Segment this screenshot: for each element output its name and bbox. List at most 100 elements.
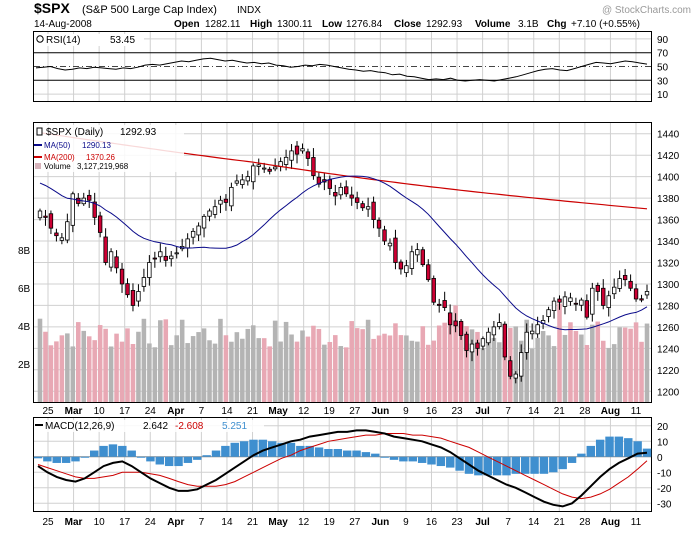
x-tick-label: 28 xyxy=(579,517,591,528)
macd-histogram-bar xyxy=(61,456,71,463)
volume-bar xyxy=(611,344,617,402)
candle-legend-icon xyxy=(36,127,43,136)
macd-histogram-bar xyxy=(427,456,436,465)
volume-bar xyxy=(322,344,327,402)
candle-body xyxy=(612,286,617,295)
candle-body xyxy=(207,210,212,217)
candle-body xyxy=(103,236,108,263)
candle-body xyxy=(415,249,420,256)
price-y-tick: 1300 xyxy=(657,280,680,291)
price-y-tick: 1440 xyxy=(657,130,680,141)
ma50-legend-label: MA(50) xyxy=(44,141,71,150)
candle-body xyxy=(644,291,650,296)
volume-bar xyxy=(644,323,650,402)
candle-body xyxy=(338,186,343,196)
macd-y-tick: -10 xyxy=(657,468,672,479)
candle-body xyxy=(557,298,562,303)
volume-legend-value: 3,127,219,968 xyxy=(77,162,129,171)
candle-body xyxy=(130,290,136,306)
macd-histogram-bar xyxy=(624,438,633,457)
candle-body xyxy=(508,360,513,377)
macd-panel-frame xyxy=(33,417,652,512)
x-tick-label: 11 xyxy=(631,406,642,417)
volume-bar xyxy=(267,346,272,402)
candle-body xyxy=(354,197,360,203)
price-y-tick: 1400 xyxy=(657,173,680,184)
candle-body xyxy=(382,229,387,242)
x-tick-label: Jul xyxy=(475,517,490,528)
candle-body xyxy=(218,199,223,205)
macd-histogram-bar xyxy=(314,447,324,457)
price-y-tick: 1280 xyxy=(657,301,680,312)
volume-bar xyxy=(436,325,442,402)
candle-body xyxy=(283,156,289,165)
macd-histogram-bar xyxy=(71,456,80,462)
volume-bar xyxy=(551,346,557,402)
candle-body xyxy=(464,333,469,351)
price-legend-value: 1292.93 xyxy=(120,127,157,138)
rsi-panel-frame xyxy=(33,31,652,102)
ma200-legend-label: MA(200) xyxy=(44,153,75,162)
x-tick-label: 28 xyxy=(579,406,591,417)
macd-histogram-bar xyxy=(633,441,642,457)
volume-bar xyxy=(48,345,54,402)
macd-histogram-bar xyxy=(539,456,549,474)
candle-body xyxy=(48,213,54,229)
x-tick-label: 23 xyxy=(451,406,463,417)
volume-bar xyxy=(633,322,639,402)
x-tick-label: 9 xyxy=(403,517,409,528)
candle-body xyxy=(256,164,261,167)
macd-histogram-bar xyxy=(127,450,136,457)
volume-bar xyxy=(475,331,480,402)
macd-histogram-bar xyxy=(174,456,183,467)
volume-bar xyxy=(152,347,158,402)
price-y-tick: 1240 xyxy=(657,344,680,355)
candle-body xyxy=(163,255,168,261)
volume-bar xyxy=(349,321,354,402)
volume-bar xyxy=(97,325,103,402)
volume-bar xyxy=(595,321,601,402)
candle-body xyxy=(486,331,491,344)
price-legend-bg xyxy=(34,125,184,172)
copyright-watermark: @ StockCharts.com xyxy=(602,5,691,16)
candle-body xyxy=(43,215,48,218)
volume-bar xyxy=(639,341,644,402)
high-label: High xyxy=(250,19,272,30)
candle-body xyxy=(365,206,371,210)
x-tick-label: 7 xyxy=(505,517,511,528)
candle-body xyxy=(174,252,179,255)
candle-body xyxy=(212,206,218,215)
volume-bar xyxy=(54,341,59,402)
macd-histogram-bar xyxy=(230,442,239,457)
volume-y-tick: 6B xyxy=(18,284,31,295)
volume-bar xyxy=(300,330,305,402)
x-tick-label: 10 xyxy=(94,517,106,528)
security-name: (S&P 500 Large Cap Index) xyxy=(82,4,217,16)
volume-bar xyxy=(316,328,322,402)
x-tick-label: 9 xyxy=(403,406,409,417)
macd-histogram-bar xyxy=(342,450,352,457)
rsi-legend: RSI(14) 53.45 xyxy=(34,34,144,46)
macd-legend: MACD(12,26,9) 2.642 -2.608 5.251 xyxy=(34,420,264,432)
candle-body xyxy=(251,165,256,183)
volume-bar xyxy=(420,326,426,402)
ma200-legend-value: 1370.26 xyxy=(86,153,115,162)
macd-histogram-bar xyxy=(520,456,530,474)
candle-body xyxy=(125,283,130,296)
candle-body xyxy=(519,352,524,377)
volume-bar xyxy=(70,346,76,402)
volume-bar xyxy=(147,343,152,402)
volume-bar xyxy=(557,303,562,402)
volume-bar xyxy=(294,341,300,402)
candle-body xyxy=(595,285,600,292)
macd-histogram-bar xyxy=(380,456,389,458)
rsi-y-tick: 10 xyxy=(657,90,669,101)
candle-body xyxy=(114,256,119,269)
x-tick-label: 16 xyxy=(426,517,438,528)
volume-bar xyxy=(480,348,486,402)
candle-body xyxy=(442,300,447,308)
x-tick-label: 12 xyxy=(298,517,310,528)
macd-histogram-bar xyxy=(595,439,605,457)
candle-body xyxy=(562,296,568,307)
rsi-y-tick: 90 xyxy=(657,35,669,46)
